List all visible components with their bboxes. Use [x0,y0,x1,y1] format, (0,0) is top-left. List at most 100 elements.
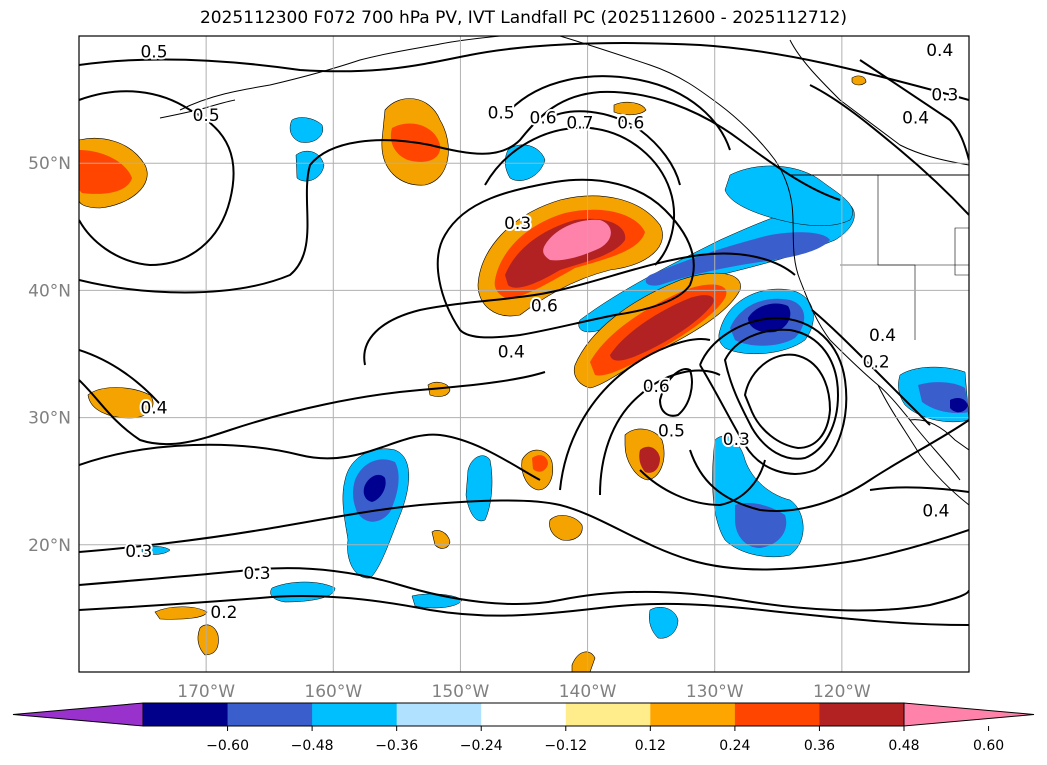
contour-label: 0.7 [566,113,593,133]
colorbar-tick-label: −0.24 [460,738,503,754]
colorbar-tick-label: 0.60 [973,738,1004,754]
pv-negative-area [724,165,853,227]
lat-tick-label: 40°N [28,281,71,301]
contour-label: 0.3 [931,86,958,106]
colorbar-tick-label: −0.12 [544,738,587,754]
colorbar-segment [227,703,313,726]
pv-negative-area [465,455,493,522]
lat-tick-label: 20°N [28,536,71,556]
colorbar-segment [819,703,905,726]
contour-line [639,459,766,507]
colorbar-tick-label: −0.36 [375,738,418,754]
contour-label: 0.4 [140,398,167,418]
pv-negative-area [141,546,171,555]
contour-label: 0.4 [869,326,896,346]
contour-line [859,59,969,161]
colorbar-extend-high [903,702,1035,727]
lon-tick-label: 160°W [304,682,362,702]
pv-positive-area [154,606,208,620]
contour-line [79,349,166,411]
pv-positive-area [571,651,596,672]
alaska-coast [179,36,501,111]
contour-line [811,309,931,426]
contour-line [484,126,676,266]
contour-label: 0.3 [723,430,750,450]
lon-tick-label: 170°W [177,682,235,702]
contour-label: 0.3 [243,564,270,584]
pv-positive-area [197,624,219,656]
colorbar-tick-label: −0.48 [291,738,334,754]
pv-positive-area [613,101,647,116]
longitude-labels: 170°W 160°W 150°W 140°W 130°W 120°W [177,682,871,702]
contour-labels: 0.50.5 0.5 0.6 0.7 0.60.30.60.40.60.5 0.30.40… [123,39,960,625]
colorbar-tick-label: 0.24 [719,738,750,754]
pv-negative-area [735,503,787,548]
contour-line [658,368,693,417]
pv-negative-area [363,474,386,502]
us-west-coast [791,204,961,481]
pv-positive-area [851,75,867,86]
colorbar-segment [312,703,398,726]
state-border [954,227,969,276]
latitude-labels: 50°N 40°N 30°N 20°N [28,154,71,556]
pv-positive-area [532,455,548,472]
map-frame [78,35,970,673]
pv-positive-area [431,530,451,549]
colorbar-tick-label: 0.36 [804,738,835,754]
contour-label: 0.2 [210,603,237,623]
pv-positive-area [543,219,611,261]
canada-coast [789,39,969,166]
map-content: 0.50.5 0.5 0.6 0.7 0.60.30.60.40.60.5 0.30.40… [79,36,969,672]
colorbar-tick-label: −0.60 [206,738,249,754]
contour-label: 0.5 [193,106,220,126]
lon-tick-label: 150°W [432,682,490,702]
pv-negative-area [649,607,679,639]
contour-line [723,328,840,460]
contour-line [689,419,969,512]
contour-line [809,84,969,216]
contour-line [509,75,731,151]
contour-line [79,42,969,101]
contour-label: 0.3 [125,542,152,562]
contour-label: 0.5 [140,42,167,62]
pv-negative-area [289,117,324,143]
pv-positive-area [610,295,714,361]
contour-label: 0.6 [643,377,670,397]
gridlines [79,36,969,672]
contour-line [699,316,848,475]
contour-line [79,371,546,446]
contour-line [599,369,721,496]
contour-line [544,110,681,186]
contour-line [79,567,969,612]
contour-label: 0.6 [530,108,557,128]
lat-tick-label: 50°N [28,154,71,174]
mexico-coast [909,419,969,451]
contour-label: 0.3 [504,214,531,234]
colorbar-extend-low [12,702,144,727]
colorbar-segment [650,703,736,726]
colorbar-tick-label: 0.12 [635,738,666,754]
contour-label: 0.6 [531,297,558,317]
contour-label: 0.6 [617,113,644,133]
contour-line [436,178,695,339]
pv-shading [79,75,969,672]
lon-tick-label: 130°W [686,682,744,702]
contour-label: 0.2 [863,353,890,373]
contour-line [79,594,969,626]
colorbar-segment [143,703,229,726]
contour-line [743,353,832,450]
lat-tick-label: 30°N [28,409,71,429]
coastlines [159,36,969,506]
contour-line [79,433,541,481]
colorbar-segment [396,703,482,726]
contour-line [79,90,235,267]
colorbar-frame [142,702,905,727]
alaska-peninsula [159,99,236,119]
pv-negative-area [645,232,830,286]
colorbar: −0.60 −0.48 −0.36 −0.24 −0.12 0.12 0.24 0.36 0.4… [12,702,1035,754]
pv-positive-area [427,381,451,397]
lon-tick-label: 140°W [559,682,617,702]
contour-label: 0.4 [498,342,525,362]
contour-label: 0.4 [902,108,929,128]
